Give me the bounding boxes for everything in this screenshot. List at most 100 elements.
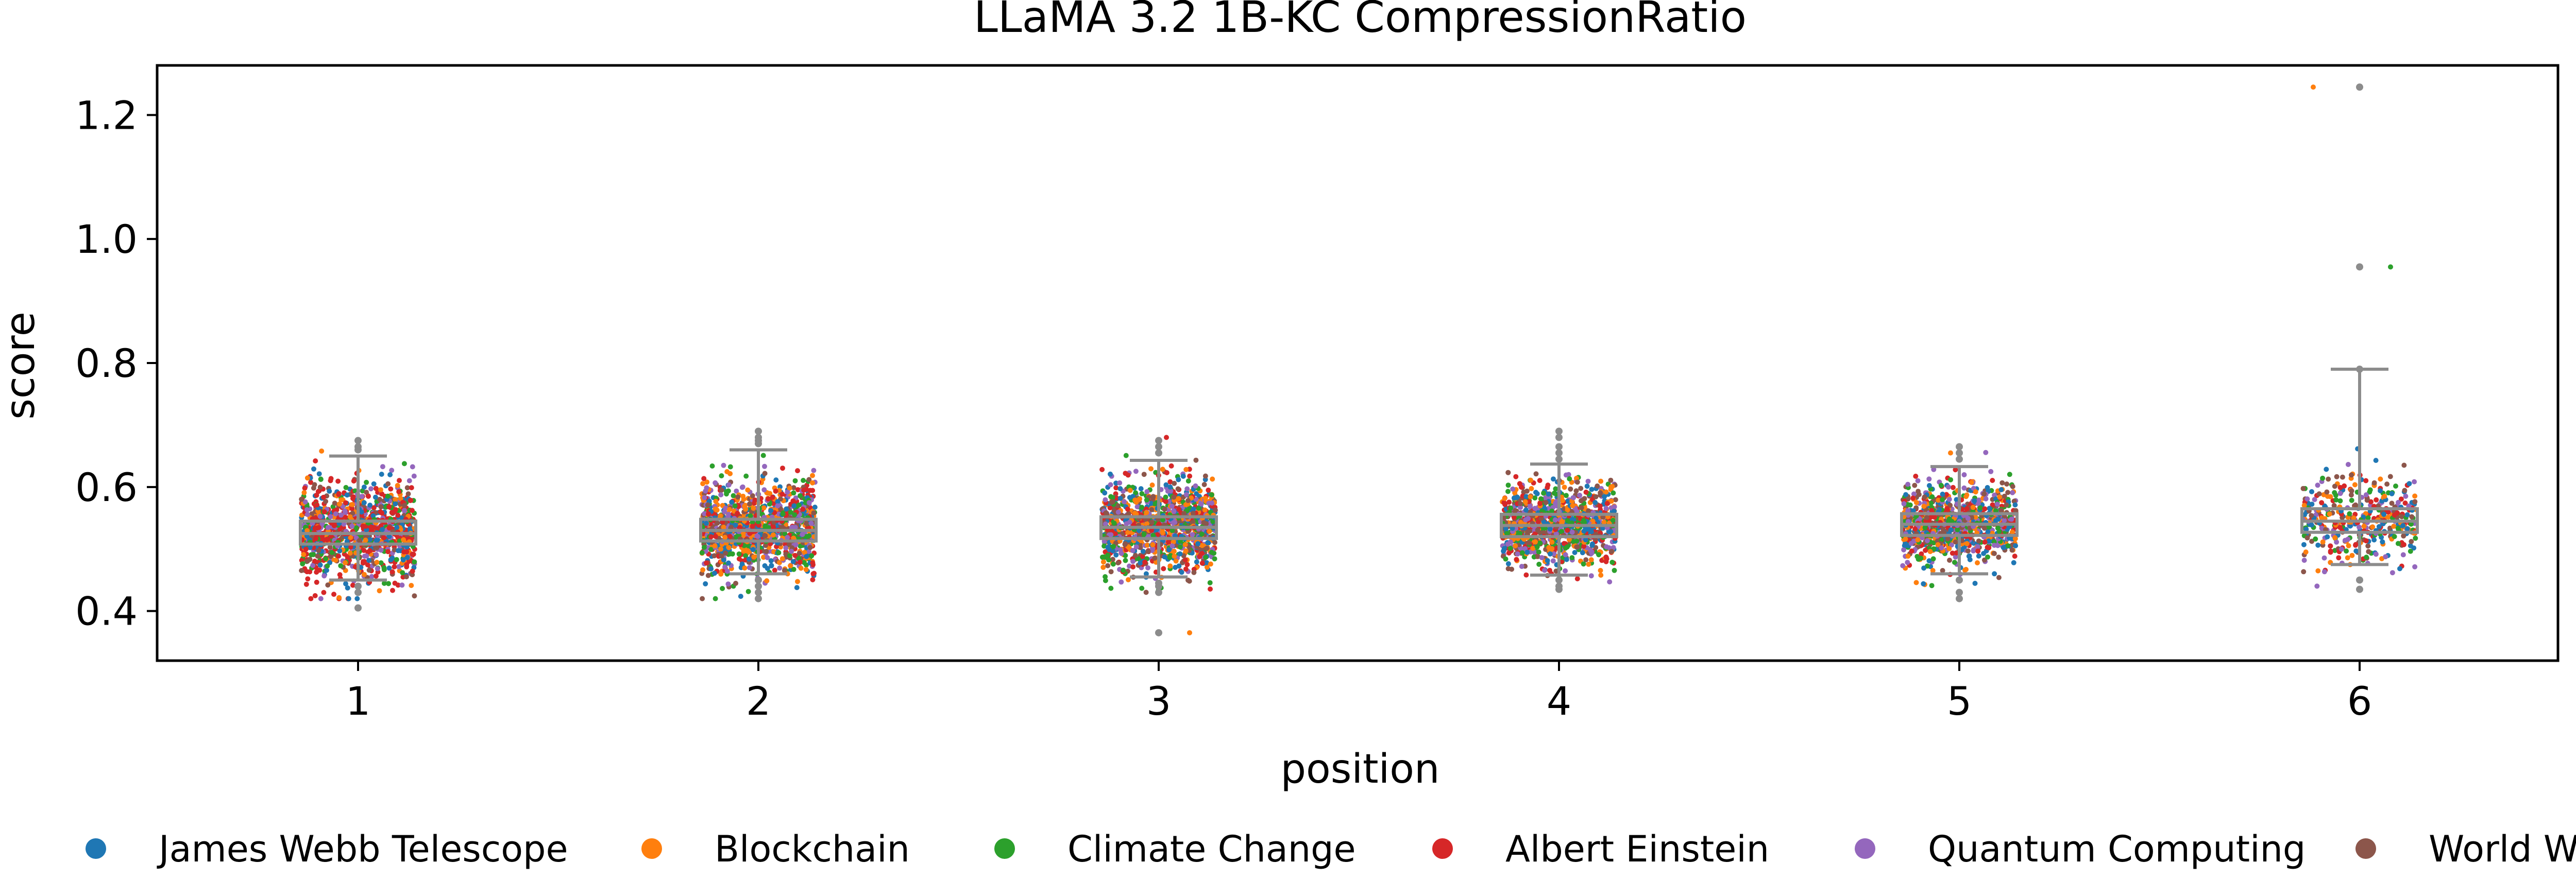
strip-point	[1545, 482, 1551, 488]
strip-point	[327, 488, 332, 494]
strip-point	[1108, 471, 1113, 477]
strip-point	[803, 567, 809, 573]
strip-point	[401, 549, 407, 555]
strip-point	[1207, 580, 1213, 585]
strip-point	[711, 571, 717, 576]
strip-point	[1514, 557, 1519, 562]
strip-point	[405, 491, 411, 497]
strip-point	[777, 560, 782, 565]
strip-point	[810, 488, 816, 493]
strip-point	[361, 559, 366, 564]
strip-point	[328, 554, 333, 559]
strip-point	[806, 500, 812, 506]
strip-point	[1972, 580, 1978, 586]
strip-point	[1171, 509, 1177, 514]
strip-point	[1190, 532, 1195, 538]
strip-point	[1130, 559, 1136, 564]
strip-point	[324, 537, 330, 542]
strip-point	[377, 496, 382, 502]
strip-point	[385, 549, 391, 555]
strip-point	[746, 556, 752, 562]
strip-point	[1510, 486, 1516, 492]
strip-point	[1115, 560, 1121, 566]
strip-point	[722, 534, 728, 540]
strip-point	[394, 525, 400, 530]
strip-point	[1502, 495, 1507, 501]
strip-point	[371, 525, 377, 530]
strip-point	[1604, 544, 1609, 549]
strip-point	[343, 500, 348, 506]
strip-point	[1167, 563, 1173, 569]
strip-point	[811, 468, 817, 473]
strip-point	[1585, 478, 1591, 484]
strip-point	[1552, 517, 1558, 523]
strip-point	[1206, 487, 1211, 493]
strip-point	[1547, 567, 1552, 573]
strip-point	[731, 493, 736, 498]
strip-point	[801, 478, 806, 483]
strip-point	[314, 502, 320, 508]
strip-point	[713, 596, 718, 601]
strip-point	[321, 590, 327, 595]
strip-point	[314, 492, 319, 498]
strip-point	[720, 520, 725, 525]
strip-point	[719, 473, 724, 478]
strip-point	[1144, 521, 1149, 526]
strip-point	[1589, 543, 1595, 548]
strip-point	[772, 567, 777, 573]
strip-point	[792, 478, 798, 484]
strip-point	[1563, 568, 1568, 574]
strip-point	[379, 472, 384, 477]
strip-point	[345, 585, 350, 591]
strip-point	[764, 578, 770, 583]
strip-point	[1598, 567, 1603, 573]
strip-point	[806, 549, 811, 554]
strip-point	[386, 581, 392, 586]
strip-point	[1597, 503, 1603, 509]
strip-point	[1912, 482, 1918, 488]
strip-point	[806, 533, 812, 539]
strip-point	[343, 485, 349, 490]
strip-point	[1160, 467, 1165, 472]
strip-point	[706, 511, 711, 516]
strip-point	[806, 477, 812, 482]
strip-point	[1505, 541, 1511, 547]
strip-point	[1113, 552, 1119, 558]
strip-point	[351, 478, 357, 484]
strip-point	[718, 571, 724, 577]
strip-point	[336, 595, 342, 600]
strip-point	[1176, 496, 1181, 502]
strip-point	[732, 503, 738, 509]
strip-point	[1103, 497, 1108, 503]
strip-point	[369, 574, 375, 579]
strip-point	[809, 553, 815, 559]
strip-point	[389, 569, 395, 575]
strip-point	[800, 507, 806, 512]
strip-point	[402, 503, 407, 508]
strip-point	[795, 468, 800, 474]
strip-point	[393, 507, 398, 512]
strip-point	[304, 507, 310, 512]
strip-point	[1569, 555, 1575, 561]
strip-point	[377, 588, 382, 594]
strip-point	[410, 568, 415, 574]
strip-point	[798, 565, 804, 571]
strip-point	[1177, 544, 1183, 550]
strip-point	[318, 596, 324, 601]
strip-point	[811, 510, 817, 516]
strip-point	[394, 557, 399, 562]
strip-point	[1913, 473, 1919, 479]
strip-point	[1577, 492, 1583, 498]
strip-point	[1162, 554, 1167, 560]
strip-point	[304, 512, 310, 517]
strip-point	[727, 533, 733, 539]
strip-point	[1164, 435, 1169, 440]
strip-point	[1588, 529, 1594, 534]
strip-point	[1505, 566, 1511, 572]
strip-point	[1528, 477, 1533, 483]
strip-point	[737, 525, 742, 530]
strip-point	[704, 560, 709, 566]
strip-point	[762, 471, 768, 476]
strip-point	[804, 562, 809, 568]
strip-point	[1171, 520, 1176, 526]
